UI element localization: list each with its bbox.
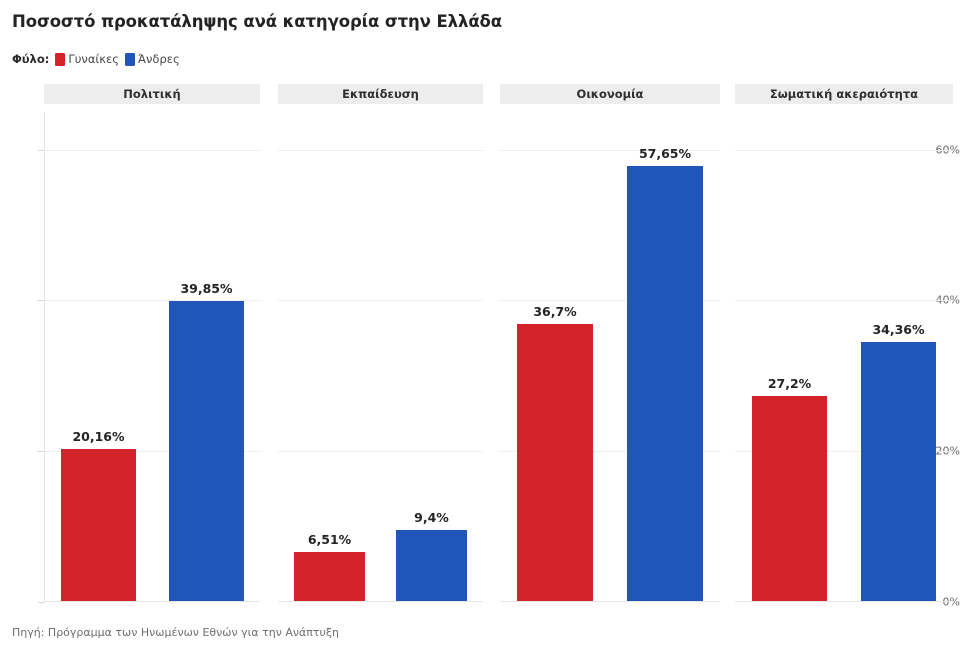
- bar-value-label: 9,4%: [414, 510, 449, 526]
- bar-value-label: 39,85%: [180, 280, 233, 296]
- gridline: [278, 300, 483, 302]
- bar[interactable]: [294, 551, 365, 601]
- legend-label-men: Άνδρες: [138, 52, 180, 66]
- legend-swatch-women: [55, 52, 66, 66]
- bar[interactable]: [169, 300, 244, 601]
- bar-value-label: 36,7%: [533, 304, 577, 320]
- y-axis-tick-label: 0%: [942, 595, 960, 609]
- legend: Φύλο: Γυναίκες Άνδρες: [12, 52, 180, 66]
- facet-panel: Πολιτική 20,16% 39,85%: [44, 84, 260, 606]
- gridline: [735, 149, 953, 151]
- bar-value-label: 34,36%: [872, 321, 925, 337]
- bar-value-label: 6,51%: [307, 531, 352, 547]
- gridline: [278, 451, 483, 453]
- facet-panel-plot: 27,2% 34,36%: [735, 112, 953, 602]
- legend-item-men[interactable]: Άνδρες: [125, 52, 180, 66]
- legend-item-women[interactable]: Γυναίκες: [55, 52, 119, 66]
- bar-value-label: 27,2%: [767, 375, 812, 391]
- axis-baseline: [500, 601, 720, 602]
- facet-panel-label: Οικονομία: [576, 87, 644, 101]
- bar[interactable]: [396, 530, 467, 601]
- facet-panel-label: Πολιτική: [123, 87, 181, 101]
- legend-swatch-men: [125, 52, 136, 66]
- bar-value-label: 20,16%: [72, 429, 125, 445]
- facet-panel: Εκπαίδευση 6,51% 9,4%: [278, 84, 483, 606]
- bar[interactable]: [61, 449, 136, 601]
- bar-value-label: 57,65%: [638, 146, 692, 162]
- plot-area: 0% 20% 40% 60% Πολιτική 20,16% 39,85% Εκπαίδευ…: [0, 84, 960, 609]
- gridline: [500, 149, 720, 151]
- facet-panel: Σωματική ακεραιότητα 27,2% 34,36%: [735, 84, 953, 606]
- facet-panel-plot: 36,7% 57,65%: [500, 112, 720, 602]
- y-axis-tick-mark: [38, 300, 45, 302]
- facet-panel: Οικονομία 36,7% 57,65%: [500, 84, 720, 606]
- y-axis-line: [44, 112, 45, 602]
- bar[interactable]: [517, 324, 593, 601]
- gridline: [44, 451, 260, 453]
- gridline: [735, 300, 953, 302]
- facet-panel-header: Εκπαίδευση: [278, 84, 483, 104]
- facet-panel-header: Οικονομία: [500, 84, 720, 104]
- gridline: [44, 300, 260, 302]
- facet-panel-header: Πολιτική: [44, 84, 260, 104]
- facet-panel-plot: 6,51% 9,4%: [278, 112, 483, 602]
- source-note: Πηγή: Πρόγραμμα των Ηνωμένων Εθνών για τ…: [12, 626, 339, 639]
- bar[interactable]: [861, 341, 936, 601]
- facet-panel-plot: 20,16% 39,85%: [44, 112, 260, 602]
- y-axis-tick-mark: [38, 149, 45, 151]
- facet-panel-label: Εκπαίδευση: [342, 87, 419, 101]
- axis-baseline: [278, 601, 483, 602]
- gridline: [735, 451, 953, 453]
- page-title: Ποσοστό προκατάληψης ανά κατηγορία στην …: [12, 12, 503, 31]
- axis-baseline: [735, 601, 953, 602]
- bar[interactable]: [752, 395, 827, 601]
- y-axis-tick-mark: [38, 451, 45, 453]
- gridline: [500, 300, 720, 302]
- gridline: [278, 149, 483, 151]
- legend-label-women: Γυναίκες: [68, 52, 120, 66]
- facet-panel-label: Σωματική ακεραιότητα: [769, 87, 919, 101]
- axis-baseline: [44, 601, 260, 602]
- bar[interactable]: [627, 166, 703, 601]
- gridline: [44, 149, 260, 151]
- gridline: [500, 451, 720, 453]
- legend-title: Φύλο:: [12, 52, 50, 66]
- facet-panel-header: Σωματική ακεραιότητα: [735, 84, 953, 104]
- y-axis-tick-mark: [38, 602, 45, 603]
